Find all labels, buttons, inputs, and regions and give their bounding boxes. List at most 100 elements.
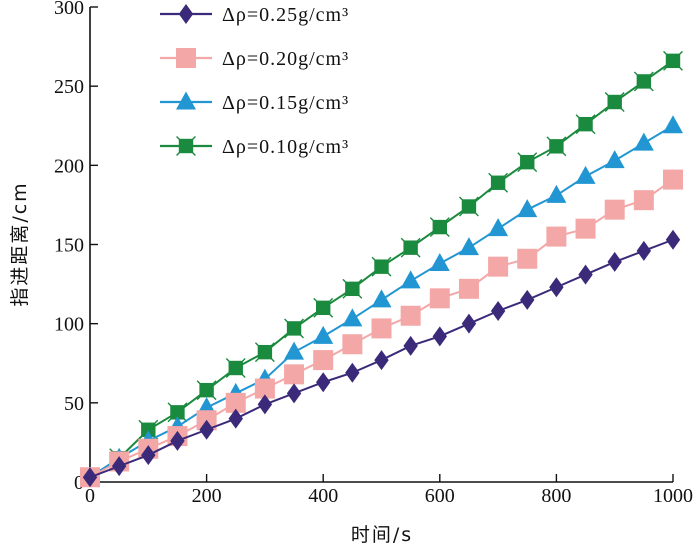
y-tick-label: 300	[54, 0, 84, 19]
data-point	[517, 199, 538, 218]
data-point	[400, 270, 421, 289]
ticks: 0 50 100 150 200 250 300 0 200 400 600 800 1000	[54, 0, 693, 507]
data-point	[490, 301, 506, 321]
data-point	[371, 289, 392, 308]
legend-label: Δρ=0.10g/cm³	[222, 136, 349, 158]
y-tick-label: 50	[64, 393, 84, 415]
y-tick-label: 100	[54, 314, 84, 336]
data-point	[665, 229, 681, 250]
data-point	[400, 237, 421, 258]
data-point	[225, 392, 246, 413]
data-point	[549, 277, 564, 298]
data-point	[141, 445, 156, 466]
data-point	[284, 318, 304, 339]
data-point	[520, 289, 535, 310]
data-point	[459, 196, 479, 217]
data-point	[313, 325, 334, 344]
data-point	[546, 226, 567, 247]
data-point	[488, 256, 509, 277]
data-point	[176, 48, 196, 68]
data-point	[313, 297, 334, 318]
data-point	[284, 341, 305, 360]
data-point	[176, 91, 196, 110]
data-point	[429, 288, 450, 309]
legend-item: Δρ=0.25g/cm³	[160, 4, 349, 26]
legend-label: Δρ=0.20g/cm³	[222, 48, 349, 70]
data-point	[176, 136, 196, 156]
data-point	[636, 240, 652, 261]
data-point	[432, 326, 447, 347]
data-point	[633, 132, 654, 151]
data-point	[257, 394, 273, 415]
data-point	[604, 199, 625, 220]
data-point	[371, 256, 392, 277]
series-1	[82, 229, 681, 488]
data-point	[604, 92, 625, 112]
y-tick-label: 150	[54, 235, 84, 257]
data-point	[458, 237, 479, 256]
data-point	[575, 218, 596, 239]
series-4	[80, 50, 683, 488]
data-point	[517, 152, 538, 173]
data-point	[633, 71, 654, 92]
legend-item: Δρ=0.15g/cm³	[160, 91, 349, 114]
data-point	[458, 278, 479, 299]
data-point	[607, 251, 622, 272]
data-point	[374, 350, 389, 371]
data-point	[284, 364, 305, 385]
data-point	[178, 4, 194, 24]
series-layer	[80, 50, 683, 488]
data-point	[82, 467, 98, 488]
series-2	[80, 169, 683, 488]
x-tick-label: 600	[425, 485, 455, 507]
data-point	[461, 313, 477, 334]
data-point	[400, 305, 421, 326]
data-point	[575, 165, 596, 184]
x-tick-label: 200	[192, 485, 222, 507]
x-tick-label: 1000	[653, 485, 693, 507]
x-tick-label: 0	[85, 485, 95, 507]
y-tick-label: 200	[54, 155, 84, 177]
data-point	[170, 430, 185, 451]
data-point	[429, 217, 450, 238]
data-point	[575, 114, 596, 135]
data-point	[138, 419, 159, 440]
data-point	[663, 169, 683, 190]
data-point	[167, 402, 188, 423]
data-point	[633, 190, 654, 211]
data-point	[286, 383, 302, 404]
data-point	[578, 264, 593, 285]
data-point	[371, 318, 392, 339]
data-point	[403, 335, 418, 356]
data-point	[546, 184, 567, 203]
data-point	[254, 378, 275, 399]
data-point	[429, 253, 450, 271]
x-axis-title: 时间/s	[351, 524, 413, 546]
data-point	[488, 218, 509, 237]
data-point	[313, 350, 334, 371]
y-axis-title: 指进距离/cm	[9, 181, 31, 306]
x-tick-label: 400	[308, 485, 338, 507]
x-tick-label: 800	[541, 485, 571, 507]
data-point	[228, 408, 243, 429]
data-point	[196, 380, 217, 401]
data-point	[517, 248, 538, 269]
y-tick-label: 250	[54, 76, 84, 98]
legend: Δρ=0.25g/cm³ Δρ=0.20g/cm³ Δρ=0.15g/cm³ Δρ=0…	[160, 4, 349, 158]
data-point	[342, 334, 363, 355]
data-point	[663, 115, 683, 134]
data-point	[199, 419, 214, 440]
data-point	[111, 456, 127, 477]
data-point	[345, 362, 360, 383]
legend-item: Δρ=0.20g/cm³	[160, 48, 349, 70]
data-point	[316, 372, 331, 393]
data-point	[663, 50, 683, 71]
data-point	[604, 150, 625, 169]
data-point	[546, 136, 567, 157]
legend-label: Δρ=0.15g/cm³	[222, 92, 349, 114]
data-point	[488, 172, 509, 193]
data-point	[342, 278, 363, 299]
legend-label: Δρ=0.25g/cm³	[222, 4, 349, 26]
data-point	[342, 308, 363, 327]
